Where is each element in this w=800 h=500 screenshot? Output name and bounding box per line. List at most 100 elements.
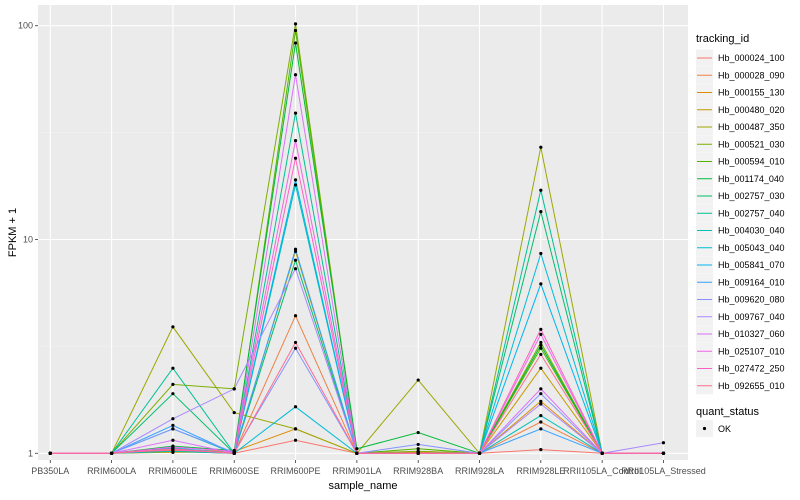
- data-point: [293, 111, 298, 115]
- data-point: [293, 156, 298, 160]
- color-legend: tracking_id Hb_000024_100 Hb_000028_090 Hb…: [696, 33, 785, 395]
- legend-label: Hb_009767_040: [718, 312, 785, 322]
- data-point: [293, 438, 298, 442]
- y-tick-label: 1: [28, 448, 33, 458]
- data-point: [293, 41, 298, 45]
- data-point: [171, 417, 175, 421]
- data-point: [539, 343, 543, 347]
- data-point: [539, 332, 543, 336]
- data-point: [477, 451, 482, 455]
- x-tick-label: RRII105LA_Stressed: [621, 466, 706, 476]
- data-point: [355, 451, 359, 455]
- legend-label: Hb_000521_030: [718, 139, 785, 149]
- data-point: [416, 447, 420, 451]
- grid-lines: [38, 5, 688, 460]
- data-point: [539, 352, 543, 357]
- y-tick-label: 100: [18, 21, 33, 31]
- data-point: [661, 451, 666, 455]
- legend-label: Hb_000155_130: [718, 88, 785, 98]
- data-point: [539, 414, 543, 418]
- data-point: [539, 420, 543, 424]
- data-point: [600, 451, 604, 455]
- legend-title: tracking_id: [696, 33, 749, 45]
- data-point: [416, 430, 420, 435]
- data-points: [48, 22, 666, 455]
- legend-label: Hb_009620_080: [718, 295, 785, 305]
- data-point: [539, 188, 543, 192]
- data-point: [109, 451, 114, 455]
- legend-label: Hb_000480_020: [718, 105, 785, 115]
- legend-label: Hb_000028_090: [718, 70, 785, 80]
- x-tick-label: RRIM928BA: [393, 466, 443, 476]
- x-tick-label: RRIM901LA: [332, 466, 381, 476]
- data-point: [293, 28, 298, 33]
- data-point: [232, 410, 236, 415]
- data-point: [416, 378, 420, 382]
- data-point: [293, 178, 298, 182]
- data-point: [171, 325, 175, 329]
- plot-panel: [38, 5, 688, 460]
- data-point: [171, 447, 175, 451]
- data-point: [48, 451, 52, 455]
- data-point: [539, 340, 543, 345]
- data-point: [171, 382, 175, 386]
- data-point: [539, 402, 543, 406]
- legend-label: Hb_027472_250: [718, 364, 785, 374]
- point-legend-label: OK: [718, 424, 731, 434]
- data-point: [416, 442, 420, 447]
- point-legend-key-dot: [702, 426, 707, 431]
- point-legend: quant_status OK: [696, 406, 759, 437]
- data-point: [293, 427, 298, 431]
- data-point: [293, 405, 298, 409]
- legend-label: Hb_002757_030: [718, 191, 785, 201]
- legend-label: Hb_002757_040: [718, 208, 785, 218]
- data-point: [232, 451, 236, 455]
- data-point: [539, 399, 543, 403]
- x-tick-label: RRIM600LA: [87, 466, 136, 476]
- y-axis-title: FPKM + 1: [7, 208, 19, 257]
- data-point: [539, 251, 543, 256]
- y-tick-label: 10: [23, 234, 33, 244]
- x-tick-label: RRIM600LE: [148, 466, 197, 476]
- legend-label: Hb_092655_010: [718, 381, 785, 391]
- legend-label: Hb_005841_070: [718, 260, 785, 270]
- legend-label: Hb_000487_350: [718, 122, 785, 132]
- data-point: [293, 139, 298, 143]
- x-tick-label: RRII105LA_Control: [563, 466, 641, 476]
- legend-label: Hb_004030_040: [718, 226, 785, 236]
- data-point: [539, 448, 543, 452]
- data-point: [171, 427, 175, 431]
- data-point: [171, 366, 175, 370]
- data-point: [539, 145, 543, 149]
- data-point: [171, 392, 175, 396]
- data-point: [171, 438, 175, 442]
- data-point: [293, 340, 298, 345]
- data-point: [661, 441, 666, 445]
- data-point: [539, 387, 543, 391]
- data-point: [539, 346, 543, 350]
- data-point: [293, 258, 298, 262]
- data-point: [232, 387, 236, 391]
- data-point: [539, 392, 543, 396]
- legend-label: Hb_000594_010: [718, 157, 785, 167]
- legend-label: Hb_000024_100: [718, 53, 785, 63]
- x-axis-ticks: PB350LA RRIM600LA RRIM600LE RRIM600SE RRIM60…: [31, 460, 706, 476]
- data-point: [539, 282, 543, 286]
- data-point: [293, 73, 298, 77]
- data-point: [293, 247, 298, 251]
- data-point: [171, 423, 175, 428]
- data-point: [539, 366, 543, 370]
- data-point: [293, 22, 298, 26]
- legend-label: Hb_010327_060: [718, 329, 785, 339]
- data-point: [293, 314, 298, 318]
- data-point: [293, 183, 298, 187]
- x-tick-label: RRIM928LE: [516, 466, 565, 476]
- y-axis-ticks: 1 10 100: [18, 21, 38, 458]
- x-tick-label: PB350LA: [31, 466, 69, 476]
- data-point: [416, 451, 420, 455]
- data-point: [539, 210, 543, 214]
- data-point: [293, 267, 298, 271]
- data-point: [539, 327, 543, 331]
- legend-label: Hb_025107_010: [718, 346, 785, 356]
